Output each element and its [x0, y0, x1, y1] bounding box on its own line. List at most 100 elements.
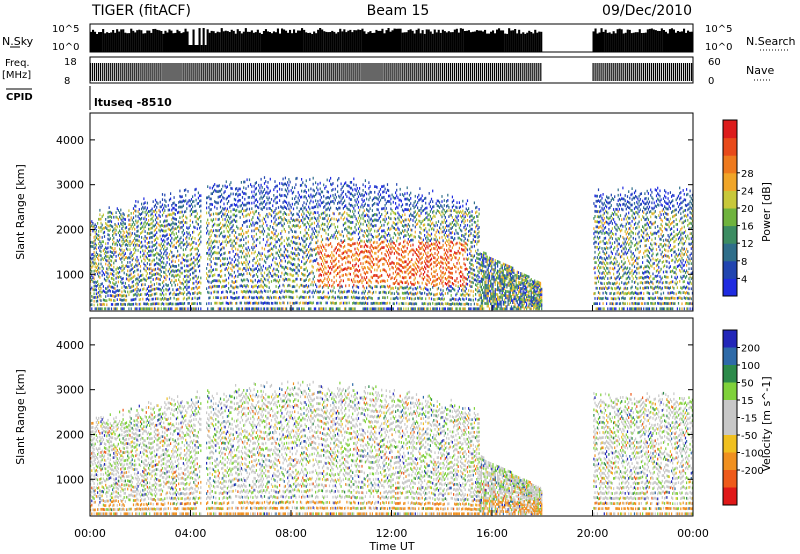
range-cell	[366, 192, 368, 196]
range-cell	[349, 232, 351, 236]
range-cell	[103, 298, 106, 302]
range-cell	[207, 251, 209, 255]
range-cell	[153, 302, 155, 306]
range-cell	[219, 211, 222, 214]
freq-bar	[339, 63, 341, 81]
range-cell	[288, 201, 290, 205]
range-cell	[119, 270, 121, 274]
range-cell	[148, 307, 150, 311]
range-cell	[95, 243, 97, 247]
range-cell	[136, 238, 138, 242]
range-cell	[275, 184, 277, 188]
range-cell	[135, 200, 137, 203]
range-cell	[341, 268, 343, 272]
range-cell	[226, 235, 228, 238]
range-cell	[221, 285, 223, 289]
range-cell	[392, 307, 394, 311]
freq-bar	[516, 63, 518, 81]
range-cell	[146, 302, 148, 306]
freq-bar	[136, 63, 138, 81]
range-cell	[246, 201, 248, 205]
freq-bar	[598, 63, 600, 81]
range-cell	[124, 290, 126, 294]
range-cell	[308, 222, 310, 226]
range-cell	[332, 194, 334, 197]
radar-title: TIGER (fitACF)	[91, 3, 191, 19]
range-cell	[374, 301, 376, 305]
range-cell	[182, 214, 184, 217]
nsky-bar	[417, 28, 420, 52]
range-cell	[328, 214, 331, 217]
range-cell	[105, 291, 107, 294]
range-cell	[289, 255, 291, 259]
range-cell	[178, 239, 180, 243]
range-cell	[273, 307, 275, 311]
range-cell	[163, 261, 165, 265]
range-cell	[98, 254, 100, 258]
range-cell	[275, 218, 277, 221]
range-cell	[395, 212, 397, 216]
range-cell	[226, 196, 228, 200]
range-cell	[265, 278, 267, 282]
range-cell	[139, 265, 142, 268]
range-cell	[321, 291, 324, 295]
range-cell	[208, 195, 210, 198]
range-cell	[131, 285, 133, 288]
range-cell	[284, 247, 286, 251]
range-cell	[173, 270, 175, 273]
nsky-bar	[349, 29, 352, 52]
range-cell	[102, 298, 104, 302]
range-cell	[259, 290, 261, 294]
range-cell	[315, 289, 317, 293]
range-cell	[217, 251, 219, 255]
range-cell	[321, 265, 324, 268]
range-cell	[303, 268, 305, 271]
range-cell	[150, 285, 152, 288]
range-cell	[391, 286, 393, 290]
nsky-bar	[524, 33, 527, 52]
range-cell	[101, 223, 103, 227]
range-cell	[113, 249, 115, 252]
range-cell	[154, 243, 157, 246]
nsky-bottom-tick: 10^0	[52, 42, 79, 53]
range-cell	[120, 276, 122, 279]
range-cell	[371, 286, 373, 290]
range-cell	[172, 230, 174, 234]
range-cell	[363, 286, 365, 290]
nsky-bar	[327, 32, 330, 52]
range-cell	[342, 184, 344, 188]
range-cell	[132, 243, 135, 247]
range-cell	[139, 255, 142, 259]
range-cell	[100, 295, 102, 298]
range-cell	[228, 251, 230, 254]
range-cell	[197, 275, 199, 279]
range-cell	[279, 296, 281, 299]
range-cell	[389, 307, 391, 311]
range-cell	[261, 202, 263, 206]
range-cell	[102, 258, 104, 261]
range-cell	[265, 214, 267, 218]
range-cell	[339, 254, 341, 258]
range-cell	[246, 260, 248, 264]
nsky-bar	[622, 33, 625, 52]
range-cell	[145, 298, 147, 301]
range-cell	[340, 296, 342, 299]
range-cell	[190, 252, 193, 256]
range-cell	[291, 191, 293, 195]
range-cell	[156, 271, 158, 275]
range-cell	[173, 254, 175, 258]
range-cell	[299, 278, 302, 281]
range-cell	[153, 253, 155, 257]
range-cell	[335, 307, 337, 311]
range-cell	[240, 290, 242, 293]
range-cell	[143, 257, 145, 261]
nsky-bar	[256, 29, 259, 52]
range-cell	[177, 269, 179, 272]
range-cell	[265, 191, 267, 195]
range-cell	[281, 224, 283, 227]
range-cell	[106, 299, 108, 303]
range-cell	[166, 298, 168, 301]
range-cell	[250, 183, 252, 186]
range-cell	[261, 257, 263, 261]
range-cell	[97, 284, 99, 287]
